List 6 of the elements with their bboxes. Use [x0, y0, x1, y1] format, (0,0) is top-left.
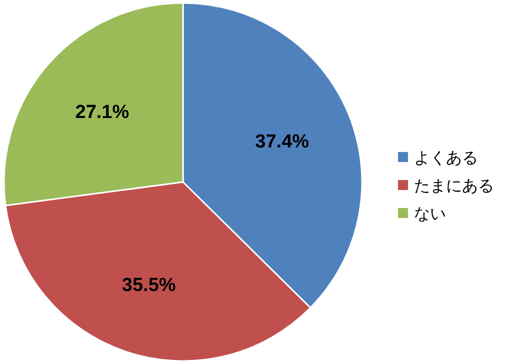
data-label: 27.1% [75, 102, 130, 124]
legend-label: ない [414, 206, 446, 223]
legend-label: たまにある [414, 178, 494, 195]
data-label: 37.4% [255, 132, 310, 153]
legend-label: よくある [414, 150, 478, 167]
data-label: 35.5% [122, 274, 176, 296]
